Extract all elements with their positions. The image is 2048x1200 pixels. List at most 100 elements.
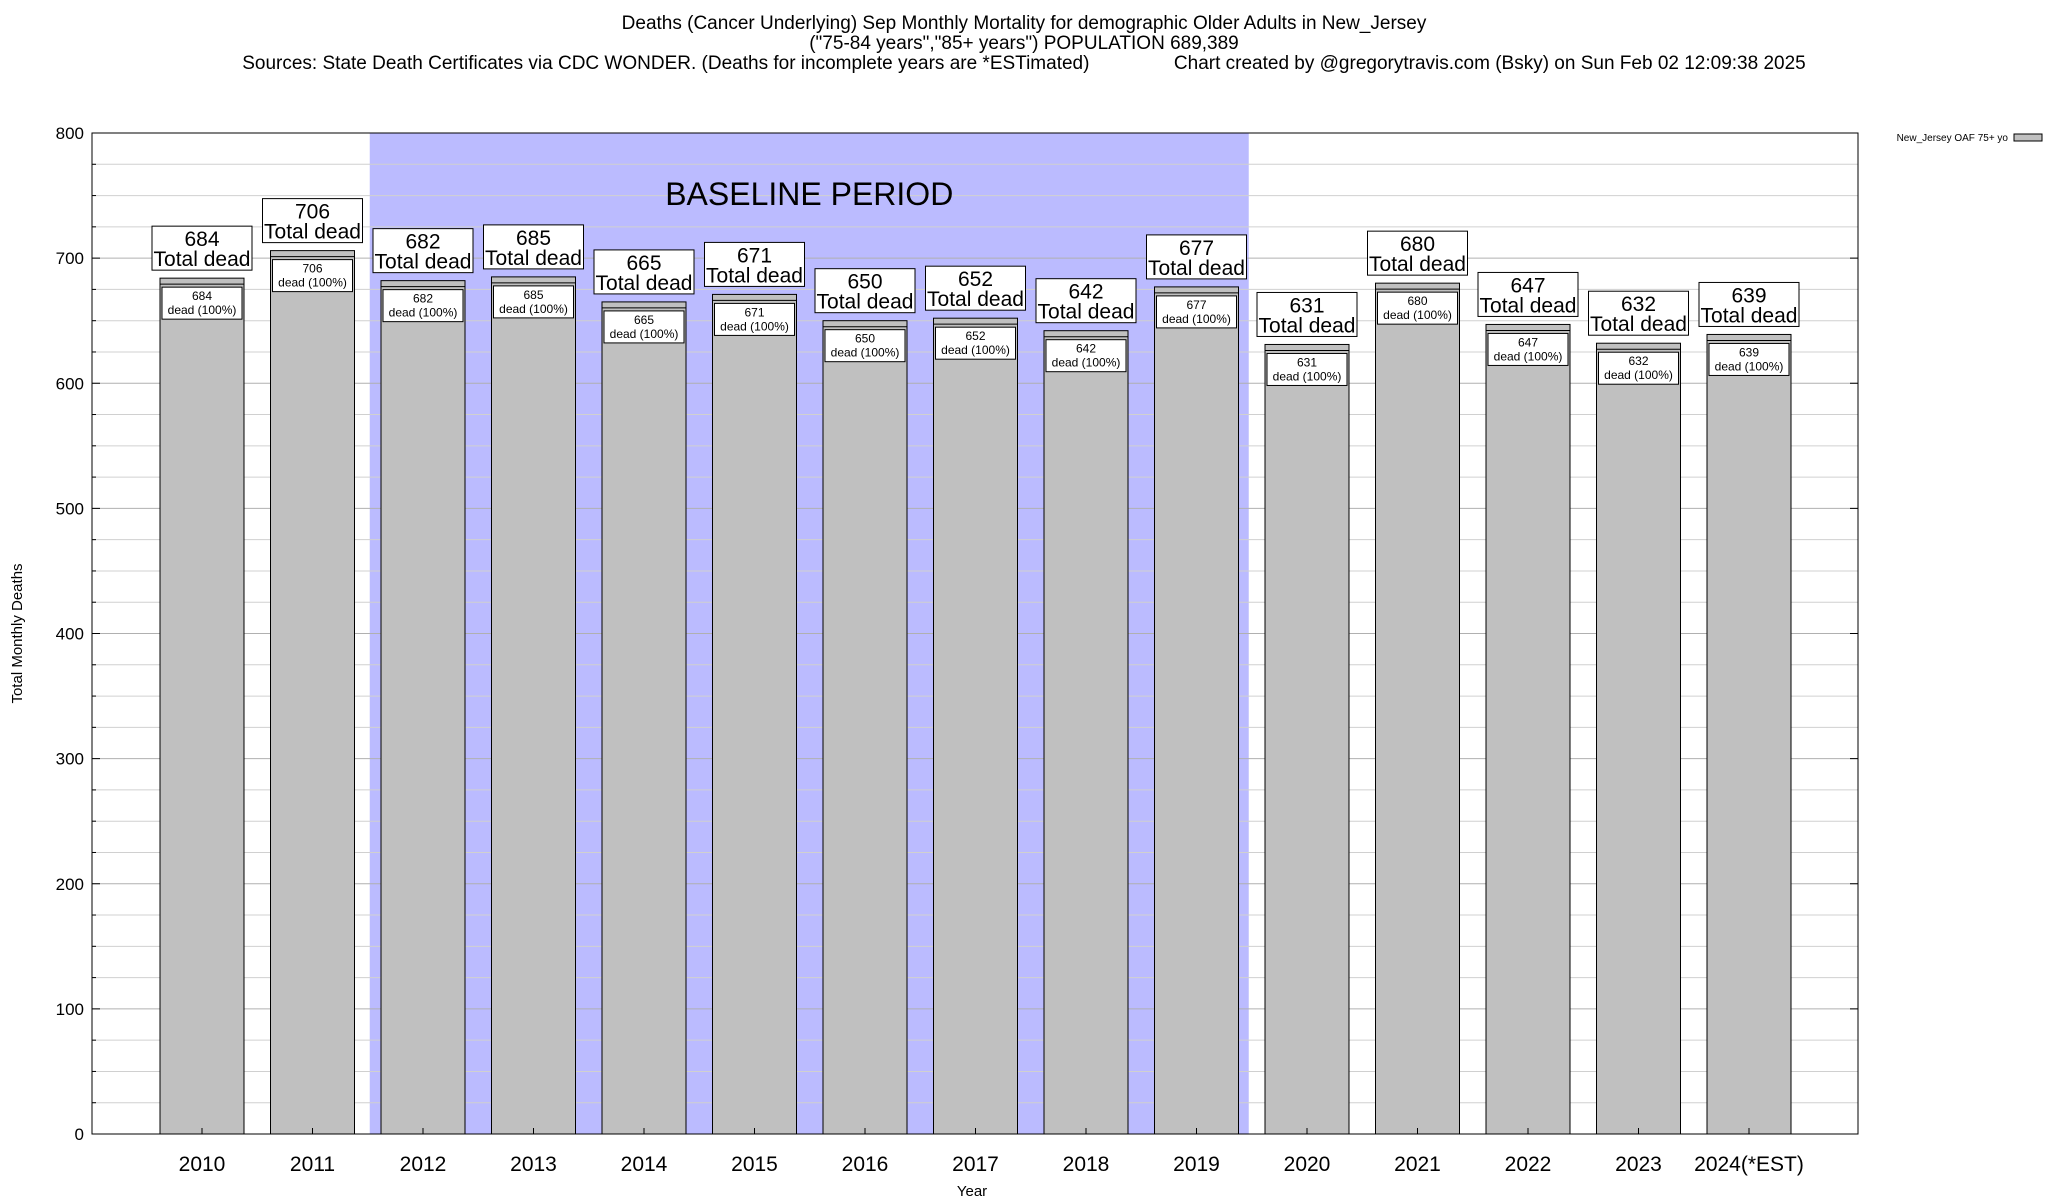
inner-value-label: 665 [634,313,654,327]
bar [1043,330,1129,1135]
y-axis-title: Total Monthly Deaths [9,563,26,703]
inner-value-label: 671 [744,305,764,319]
inner-value-label: 652 [965,329,985,343]
x-tick-label: 2014 [621,1153,668,1176]
inner-percent-label: dead (100%) [1604,368,1673,382]
inner-value-label: 685 [523,288,543,302]
total-value-label: 684 [184,228,219,251]
total-value-label: 647 [1510,274,1545,297]
chart-sources-line: Sources: State Death Certificates via CD… [0,54,2048,74]
bar [270,250,355,1135]
bar [1485,323,1571,1135]
inner-value-label: 642 [1076,342,1096,356]
chart-title: Deaths (Cancer Underlying) Sep Monthly M… [621,13,1427,34]
bar [712,293,797,1135]
inner-label-box [824,329,906,363]
y-tick-label: 700 [56,249,84,268]
inner-label-box [1156,295,1237,329]
inner-label-box [1266,352,1348,386]
inner-percent-label: dead (100%) [610,327,679,341]
inner-percent-label: dead (100%) [499,302,568,316]
total-value-label: 682 [405,231,440,254]
inner-percent-label: dead (100%) [1494,349,1563,363]
inner-percent-label: dead (100%) [1162,312,1231,326]
total-label-box [925,265,1026,311]
plot-frame [91,132,1859,1135]
inner-percent-label: dead (100%) [941,343,1010,357]
total-dead-label: Total dead [817,291,914,314]
inner-value-label: 632 [1628,354,1648,368]
x-tick-label: 2024(*EST) [1694,1153,1804,1176]
bar [822,320,908,1135]
inner-percent-label: dead (100%) [389,306,458,320]
inner-label-box [1487,332,1569,366]
total-value-label: 677 [1179,237,1214,260]
total-dead-label: Total dead [264,221,361,244]
total-label-box [372,228,474,274]
total-dead-label: Total dead [927,288,1024,311]
total-dead-label: Total dead [1148,257,1245,280]
total-dead-label: Total dead [1701,304,1798,327]
inner-percent-label: dead (100%) [1715,359,1784,373]
x-tick-label: 2017 [952,1153,999,1176]
inner-value-label: 631 [1297,355,1317,369]
x-tick-label: 2011 [290,1153,335,1176]
total-dead-label: Total dead [154,248,251,271]
inner-percent-label: dead (100%) [278,276,347,290]
inner-value-label: 682 [413,292,433,306]
inner-label-box [1708,342,1790,376]
inner-value-label: 706 [302,262,322,276]
y-tick-label: 200 [56,875,84,894]
inner-label-box [272,259,353,293]
inner-percent-label: dead (100%) [1052,356,1121,370]
chart-credit: Chart created by @gregorytravis.com (Bsk… [1173,53,1806,74]
x-tick-label: 2023 [1615,1153,1662,1176]
legend-label: New_Jersey OAF 75+ yo [1897,133,2009,144]
x-tick-label: 2012 [400,1153,447,1176]
bar [1596,342,1681,1135]
y-tick-label: 0 [75,1125,84,1144]
total-value-label: 639 [1731,284,1766,307]
y-tick-label: 800 [56,124,84,143]
inner-label-box [1045,339,1127,373]
y-tick-label: 600 [56,374,84,393]
total-label-box [1256,291,1358,337]
total-label-box [1035,278,1137,324]
total-value-label: 652 [958,268,993,291]
inner-label-box [493,285,574,319]
x-axis-title: Year [957,1183,987,1200]
total-dead-label: Total dead [706,264,803,287]
y-tick-label: 400 [56,625,84,644]
inner-value-label: 650 [855,332,875,346]
inner-label-box [603,310,685,344]
x-tick-label: 2019 [1173,1153,1220,1176]
y-tick-label: 500 [56,499,84,518]
total-label-box [1367,230,1468,276]
inner-percent-label: dead (100%) [831,346,900,360]
inner-label-box [1377,291,1458,325]
inner-value-label: 647 [1518,335,1538,349]
inner-label-box [714,302,795,336]
x-tick-label: 2021 [1394,1153,1441,1176]
total-value-label: 632 [1621,293,1656,316]
total-value-label: 642 [1068,281,1103,304]
bar [933,317,1018,1135]
total-value-label: 671 [737,244,772,267]
total-label-box [151,225,253,271]
chart-subtitle: ("75-84 years","85+ years") POPULATION 6… [809,33,1239,54]
y-tick-label: 300 [56,750,84,769]
bar [380,280,466,1135]
inner-value-label: 677 [1186,298,1206,312]
inner-percent-label: dead (100%) [720,319,789,333]
bar [601,301,687,1135]
total-label-box [1588,290,1689,336]
bar [1706,333,1792,1135]
bar [1375,282,1460,1135]
total-value-label: 665 [626,252,661,275]
inner-value-label: 684 [192,289,212,303]
inner-percent-label: dead (100%) [168,303,237,317]
inner-label-box [1598,351,1679,385]
inner-label-box [161,286,243,320]
total-dead-label: Total dead [1259,314,1356,337]
